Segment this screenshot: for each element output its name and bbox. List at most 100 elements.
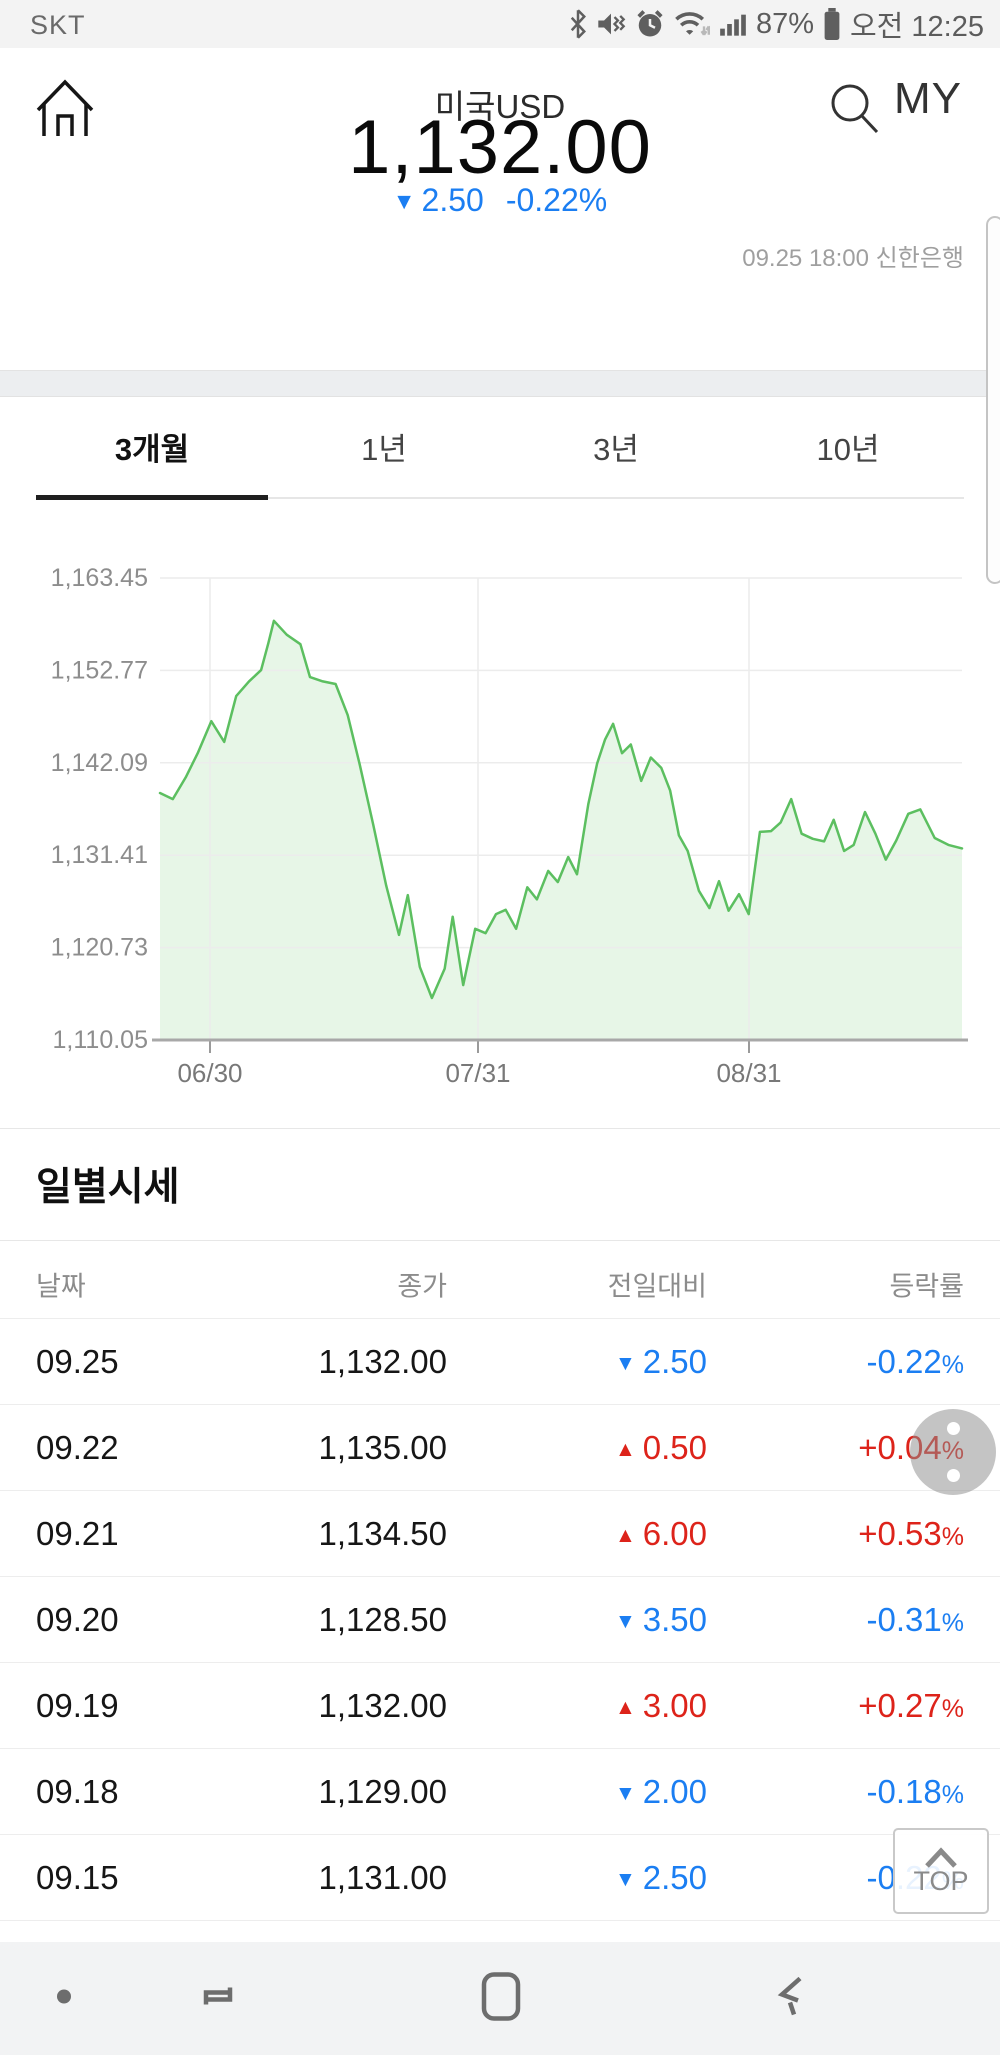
scrollbar-handle[interactable] (986, 216, 1000, 584)
triangle-up-icon: ▲ (614, 1695, 636, 1719)
chart-line-series (158, 619, 964, 1000)
table-header-row: 날짜 종가 전일대비 등락률 (0, 1250, 1000, 1318)
percent-sign: % (941, 1608, 964, 1637)
table-row[interactable]: 09.221,135.00▲0.50+0.04% (0, 1404, 1000, 1490)
chevron-up-icon (925, 1846, 957, 1868)
alarm-icon (635, 9, 665, 39)
home-icon (36, 79, 94, 136)
cell-change: ▼ 2.50 (614, 1342, 707, 1380)
nav-recents-button[interactable] (192, 1970, 244, 2027)
triangle-down-icon: ▼ (614, 1609, 636, 1633)
home-nav-icon (481, 1971, 521, 2021)
battery-percent-label: 87% (755, 7, 814, 40)
column-header: 날짜 (36, 1271, 86, 1302)
search-button[interactable] (824, 78, 886, 140)
tab-3년[interactable]: 3년 (593, 432, 639, 467)
percent-sign: % (941, 1522, 964, 1551)
column-header: 종가 (397, 1271, 447, 1302)
updated-timestamp: 09.25 18:00 신한은행 (742, 245, 964, 272)
x-axis-label: 08/31 (716, 1058, 781, 1088)
search-icon (831, 84, 879, 134)
y-axis-label: 1,120.73 (51, 934, 148, 962)
nav-hide-dot-button[interactable] (56, 1988, 72, 2009)
scroll-to-top-button[interactable]: TOP (893, 1828, 989, 1914)
tab-1년[interactable]: 1년 (361, 432, 407, 467)
price-change: ▼ 2.50 -0.22% (0, 182, 1000, 219)
triangle-up-icon: ▲ (614, 1437, 636, 1461)
cell-close: 1,134.50 (318, 1514, 447, 1552)
status-icons: 87% 오전 12:25 (569, 0, 984, 48)
cell-change: ▲ 6.00 (614, 1514, 707, 1552)
section-separator (0, 371, 1000, 397)
change-value: 2.50 (421, 182, 484, 218)
nav-home-button[interactable] (478, 1969, 524, 2028)
my-button[interactable]: MY (894, 74, 962, 123)
y-axis-label: 1,110.05 (53, 1026, 148, 1054)
divider (0, 1128, 1000, 1129)
cell-date: 09.21 (36, 1514, 119, 1552)
daily-price-section-title: 일별시세 (36, 1166, 180, 1209)
cell-change: ▼ 2.50 (614, 1858, 707, 1896)
recents-icon (203, 1987, 233, 2004)
cell-date: 09.20 (36, 1600, 119, 1638)
percent-sign: % (941, 1694, 964, 1723)
cell-close: 1,132.00 (318, 1686, 447, 1724)
bluetooth-icon (569, 9, 587, 39)
change-arrow-down-icon: ▼ (392, 188, 416, 214)
percent-sign: % (941, 1780, 964, 1809)
triangle-up-icon: ▲ (614, 1523, 636, 1547)
divider (0, 370, 1000, 371)
home-button[interactable] (30, 74, 100, 140)
status-bar: SKT 87% 오전 12:25 (0, 0, 1000, 48)
page-title: 미국USD (434, 88, 566, 125)
table-row[interactable]: 09.151,131.00▼2.50-0.22% (0, 1834, 1000, 1921)
wifi-icon (674, 9, 710, 39)
cell-date: 09.25 (36, 1342, 119, 1380)
carrier-label: SKT (30, 10, 86, 40)
triangle-down-icon: ▼ (614, 1867, 636, 1891)
chart-area-fill (160, 620, 962, 1040)
divider (0, 1240, 1000, 1241)
cell-close: 1,135.00 (318, 1428, 447, 1466)
cell-close: 1,131.00 (318, 1858, 447, 1896)
assistant-menu-floating-button[interactable] (910, 1409, 996, 1495)
assistant-dot-icon (946, 1422, 960, 1435)
cell-date: 09.18 (36, 1772, 119, 1810)
current-price: 1,132.00 (348, 105, 652, 190)
back-icon (777, 1976, 802, 2015)
table-row[interactable]: 09.25 1,132.00 ▼ 2.50 -0.22% (0, 1318, 1000, 1404)
cell-close: 1,128.50 (318, 1600, 447, 1638)
cell-date: 09.15 (36, 1858, 119, 1896)
y-axis-label: 1,152.77 (51, 656, 148, 684)
dot-icon (57, 1989, 71, 2003)
table-row[interactable]: 09.18 1,129.00 ▼ 2.00 -0.18% (0, 1748, 1000, 1834)
table-row[interactable]: 09.21 1,134.50 ▲ 6.00 +0.53% (0, 1490, 1000, 1576)
cell-change: ▲ 3.00 (614, 1686, 707, 1724)
tab-10년[interactable]: 10년 (816, 432, 880, 467)
cell-rate: -0.31% (866, 1600, 964, 1638)
cell-change: ▼ 2.00 (614, 1772, 707, 1810)
battery-icon (823, 8, 841, 40)
tab-3개월[interactable]: 3개월 (36, 396, 268, 500)
table-row[interactable]: 09.20 1,128.50 ▼ 3.50 -0.31% (0, 1576, 1000, 1662)
android-nav-bar (0, 1942, 1000, 2055)
period-tab-bar: 3개월 1년 3년 10년 (36, 396, 964, 500)
cell-date: 09.19 (36, 1686, 119, 1724)
column-header: 등락률 (889, 1271, 964, 1302)
nav-back-button[interactable] (768, 1970, 812, 2027)
daily-price-table: 09.25 1,132.00 ▼ 2.50 -0.22% 09.22 1,135.00 ▲ 0.… (0, 1318, 1000, 1921)
column-header: 전일대비 (607, 1271, 707, 1302)
table-row[interactable]: 09.19 1,132.00 ▲ 3.00 +0.27% (0, 1662, 1000, 1748)
y-axis-label: 1,131.41 (51, 841, 148, 869)
cell-rate: +0.27% (858, 1686, 964, 1724)
percent-sign: % (941, 1350, 964, 1379)
cell-rate: -0.18% (866, 1772, 964, 1810)
clock-label: 오전 12:25 (850, 11, 984, 43)
cell-rate: +0.53% (858, 1514, 964, 1552)
triangle-down-icon: ▼ (614, 1351, 636, 1375)
cell-change: ▲ 0.50 (614, 1428, 707, 1466)
y-axis-label: 1,163.45 (51, 564, 148, 592)
x-axis-label: 06/30 (177, 1058, 242, 1088)
x-axis-label: 07/31 (445, 1058, 510, 1088)
